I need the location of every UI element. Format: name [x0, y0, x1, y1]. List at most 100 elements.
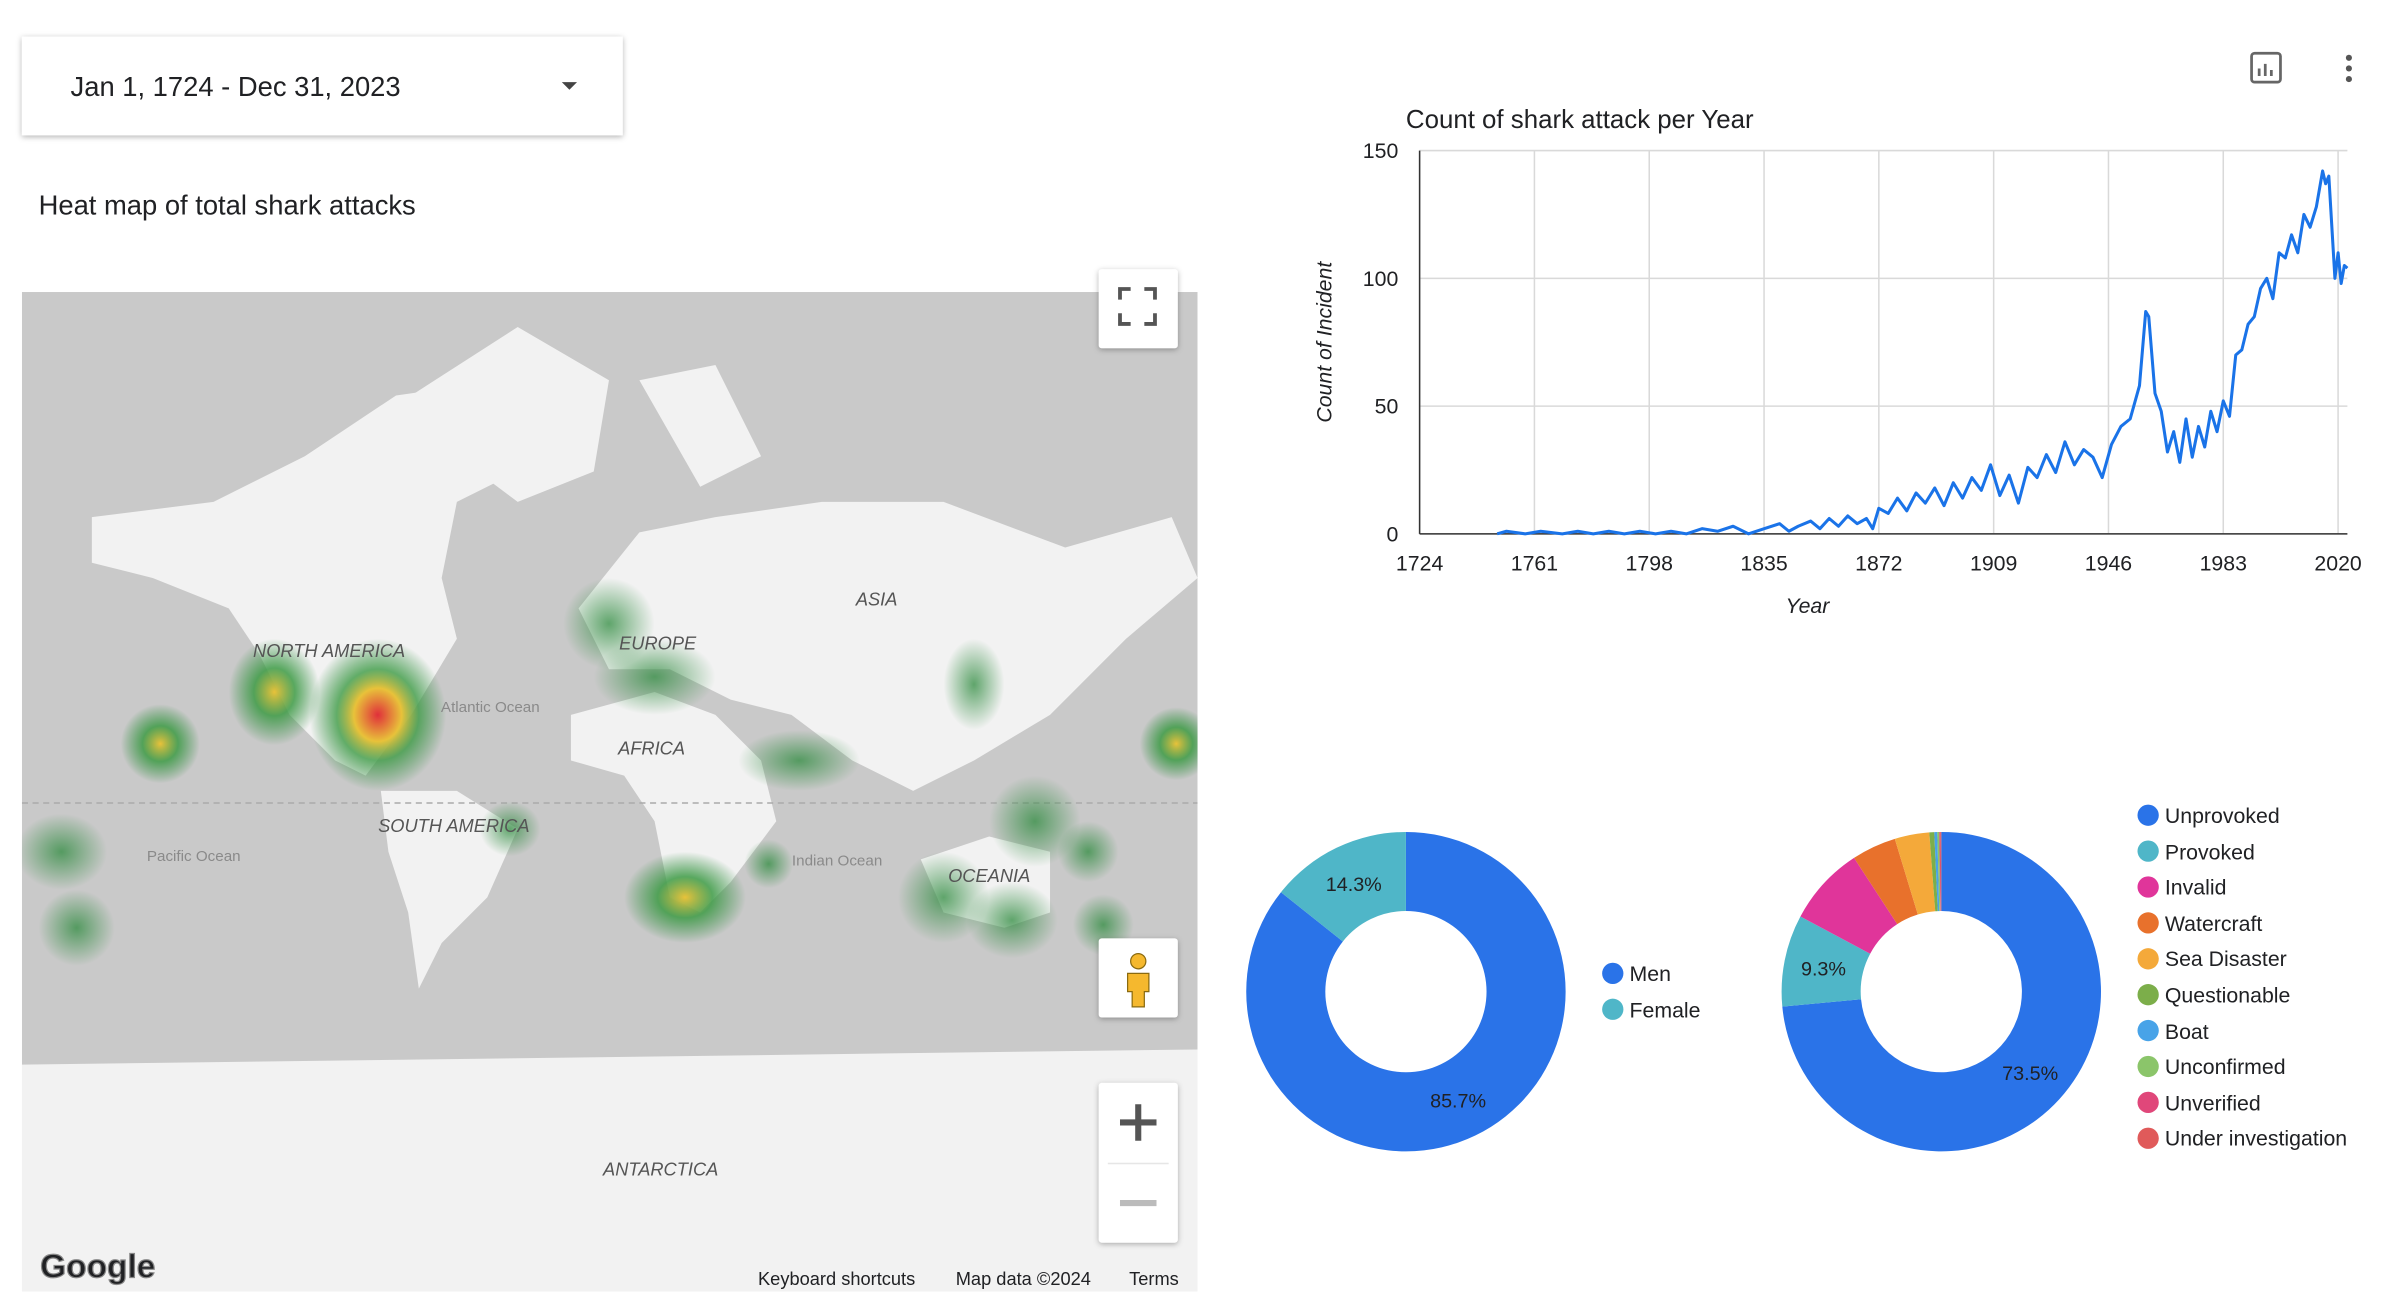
terms[interactable]: Terms — [1129, 1268, 1179, 1289]
pie-slice — [1940, 831, 1942, 912]
legend-entry: Men — [1629, 961, 1671, 986]
toolbar[interactable] — [2250, 51, 2352, 84]
map-label: SOUTH AMERICA — [378, 815, 529, 836]
legend-swatch — [2137, 804, 2159, 826]
map-controls[interactable] — [1098, 269, 1178, 1243]
x-tick-label: 1946 — [2085, 551, 2132, 575]
pie-slice — [1894, 832, 1936, 915]
date-picker-box[interactable] — [21, 36, 623, 136]
date-range[interactable]: Jan 1, 1724 - Dec 31, 2023 — [71, 71, 401, 102]
legend-entry: Questionable — [2164, 982, 2291, 1007]
legend-label: Boat — [2164, 1018, 2209, 1043]
pie-slice — [1934, 831, 1940, 912]
legend-label: Men — [1629, 961, 1671, 986]
legend-label: Questionable — [2164, 982, 2291, 1007]
map-label: Indian Ocean — [792, 852, 882, 869]
x-tick-label: 1909 — [1970, 551, 2017, 575]
legend-label: Female — [1629, 997, 1701, 1022]
slice-label: 14.3% — [1326, 874, 1382, 896]
legend-entry: Sea Disaster — [2164, 946, 2287, 971]
pie-slice — [1929, 832, 1938, 912]
pie-slice — [1246, 831, 1566, 1152]
legend-swatch — [2137, 1019, 2159, 1042]
y-tick-label: 0 — [1386, 522, 1398, 546]
map-title: Heat map of total shark attacks — [39, 189, 416, 220]
pie-slice — [1937, 831, 1941, 912]
pie-slice — [1939, 831, 1941, 912]
legend-entry: Invalid — [2164, 874, 2227, 900]
x-tick-label: 1872 — [1855, 551, 1902, 575]
pegman-icon — [1126, 953, 1150, 1008]
map-label: ASIA — [855, 588, 898, 609]
x-tick-label: 1724 — [1396, 551, 1444, 575]
legend-swatch — [2137, 876, 2159, 898]
legend-swatch — [2137, 912, 2159, 934]
x-tick-label: 1835 — [1740, 551, 1787, 575]
legend-swatch — [2137, 948, 2159, 970]
legend-label: Invalid — [2164, 874, 2227, 900]
slice-label: 73.5% — [2002, 1063, 2058, 1085]
pie-slice — [1782, 831, 2101, 1152]
pie-slice — [1854, 838, 1918, 925]
keyboard-shortcuts[interactable]: Keyboard shortcuts — [758, 1268, 915, 1289]
legend-entry: Under investigation — [2164, 1126, 2348, 1151]
map-labels: NORTH AMERICA EUROPE ASIA AFRICA SOUTH AMERI… — [147, 588, 1030, 1179]
legend-entry: Unprovoked — [2164, 803, 2280, 828]
slice-label: 85.7% — [1430, 1090, 1486, 1112]
slice-label: 9.3% — [1801, 959, 1846, 981]
legend-swatch — [2137, 840, 2159, 862]
map[interactable]: NORTH AMERICA EUROPE ASIA AFRICA SOUTH AMERI… — [16, 292, 1213, 1292]
y-tick-label: 50 — [1375, 395, 1399, 419]
legend-entry: Female — [1629, 997, 1701, 1022]
google-logo: Google — [40, 1249, 155, 1286]
x-tick-label: 1761 — [1511, 551, 1558, 575]
legend-label: Watercraft — [2164, 910, 2263, 936]
legend-swatch — [2137, 984, 2159, 1006]
legend-swatch — [1602, 962, 1624, 985]
map-data: Map data ©2024 — [956, 1268, 1091, 1289]
dropdown-arrow[interactable] — [561, 82, 578, 90]
zoom-in[interactable] — [1119, 1104, 1157, 1141]
y-tick-label: 150 — [1363, 139, 1399, 163]
x-axis-title: Year — [1786, 594, 1831, 618]
map-label: AFRICA — [617, 737, 685, 758]
y-axis-title: Count of Incident — [1312, 261, 1336, 423]
pie-slice — [1280, 831, 1406, 942]
legend-entry: Unconfirmed — [2164, 1054, 2286, 1079]
legend-entry: Provoked — [2164, 838, 2255, 864]
chart-settings-icon[interactable] — [2250, 51, 2282, 84]
map-label: ANTARCTICA — [602, 1159, 718, 1180]
map-label: Pacific Ocean — [147, 848, 241, 865]
legend-label: Unconfirmed — [2164, 1054, 2286, 1079]
legend-label: Under investigation — [2164, 1126, 2348, 1151]
map-label: EUROPE — [619, 632, 697, 653]
line-series — [1496, 169, 2349, 536]
pie-slice — [1781, 916, 1871, 1007]
legend-label: Unverified — [2164, 1090, 2261, 1115]
map-label: NORTH AMERICA — [253, 640, 405, 661]
legend-entry: Watercraft — [2164, 910, 2263, 936]
legend-swatch — [1602, 998, 1624, 1020]
fullscreen-icon — [1118, 287, 1157, 326]
legend-swatch — [2137, 1055, 2159, 1078]
legend-label: Unprovoked — [2164, 803, 2280, 828]
legend-entry: Unverified — [2164, 1090, 2261, 1115]
fullscreen-button[interactable] — [1098, 269, 1178, 349]
legend-entry: Boat — [2164, 1018, 2209, 1043]
heat-layer — [21, 577, 1198, 966]
legend-label: Sea Disaster — [2164, 946, 2287, 971]
x-tick-label: 1798 — [1626, 551, 1673, 575]
chart-settings-bars — [2257, 63, 2273, 77]
map-label: Atlantic Ocean — [441, 699, 540, 716]
legend-swatch — [2137, 1127, 2159, 1149]
legend-label: Provoked — [2164, 838, 2255, 864]
date-picker[interactable]: Jan 1, 1724 - Dec 31, 2023 — [21, 36, 623, 136]
more-menu[interactable] — [2345, 54, 2352, 83]
x-tick-label: 1983 — [2200, 551, 2247, 575]
chart-title: Count of shark attack per Year — [1406, 106, 1754, 134]
pie-slice — [1800, 857, 1898, 954]
y-tick-label: 100 — [1363, 267, 1399, 291]
x-tick-label: 2020 — [2314, 551, 2361, 575]
